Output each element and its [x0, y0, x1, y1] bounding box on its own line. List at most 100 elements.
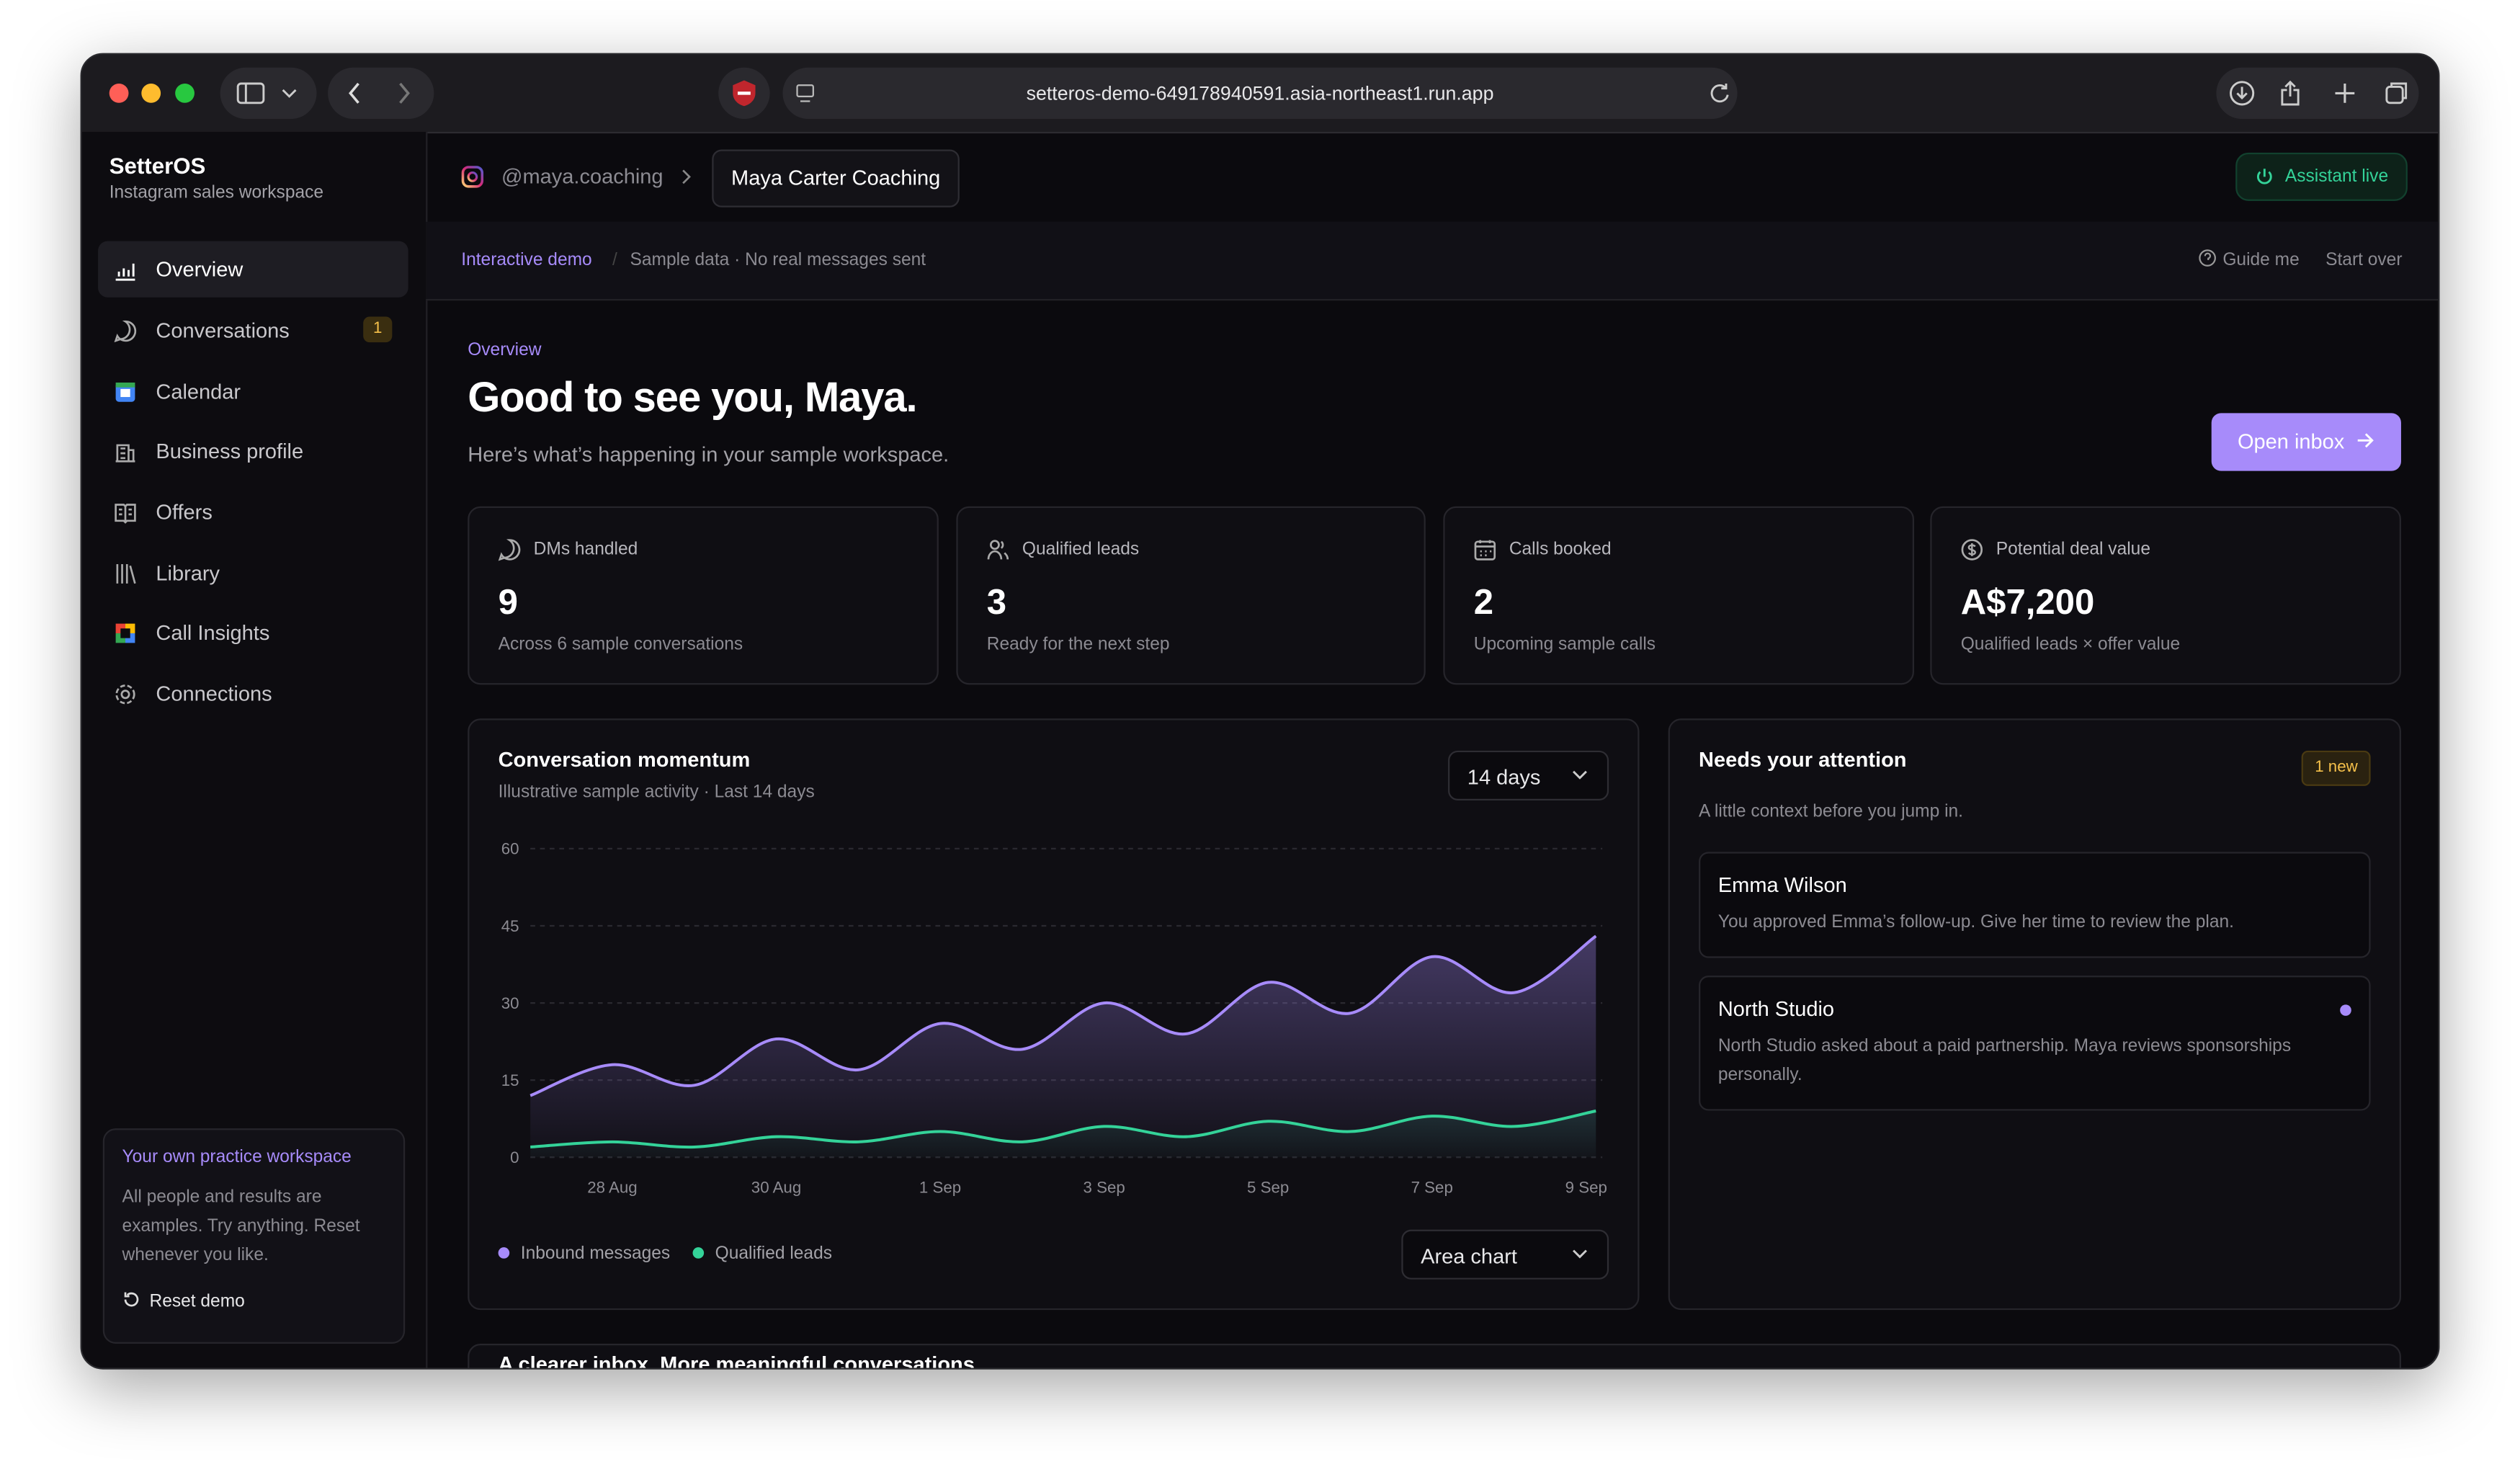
stat-note: Qualified leads × offer value	[1960, 635, 2181, 654]
nav-buttons[interactable]	[328, 67, 434, 120]
assistant-status[interactable]: Assistant live	[2235, 152, 2408, 201]
nav-item[interactable]: Connections	[98, 666, 408, 722]
legend: Inbound messages Qualified leads	[498, 1244, 855, 1263]
account-handle[interactable]: @maya.coaching	[501, 164, 663, 189]
browser-actions[interactable]	[2216, 67, 2419, 120]
nav-label: Connections	[156, 681, 272, 706]
item-name: North Studio	[1717, 996, 1835, 1021]
nav-icon	[115, 504, 136, 524]
legend-item: Qualified leads	[692, 1244, 832, 1263]
promo-text: All people and results are examples. Try…	[122, 1187, 360, 1265]
legend-swatch	[498, 1247, 510, 1259]
zoom-button[interactable]	[175, 84, 195, 103]
unread-dot	[2340, 1004, 2351, 1016]
attention-subtitle: A little context before you jump in.	[1699, 802, 1964, 821]
nav-label: Business profile	[156, 439, 304, 463]
chevron	[1573, 1249, 1587, 1259]
stat-icon	[498, 539, 521, 561]
promo-card: Your own practice workspace All people a…	[102, 1128, 406, 1344]
attention-list: Emma Wilson You approved Emma’s follow-up…	[1699, 852, 2371, 1128]
separator: /	[612, 251, 617, 270]
view-select[interactable]: Area chart	[1401, 1229, 1609, 1280]
nav-item[interactable]: Conversations 1	[98, 302, 408, 358]
stat-icon	[1474, 540, 1496, 561]
teaser-card: A clearer inbox. More meaningful convers…	[468, 1344, 2401, 1370]
nav-item[interactable]: Business profile	[98, 423, 408, 479]
x-tick-label: 30 Aug	[751, 1178, 801, 1196]
nav-icon	[116, 564, 136, 584]
x-tick-label: 5 Sep	[1247, 1178, 1289, 1196]
brand: SetterOS	[109, 152, 206, 179]
url: setteros-demo-649178940591.asia-northeas…	[1026, 81, 1494, 105]
demo-tag: Interactive demo	[461, 251, 592, 270]
start-over-button[interactable]: Start over	[2325, 251, 2403, 270]
brand-subtitle: Instagram sales workspace	[109, 183, 324, 203]
range-label: 14 days	[1467, 764, 1541, 790]
attention-item[interactable]: Emma Wilson You approved Emma’s follow-up…	[1699, 852, 2371, 958]
view-label: Area chart	[1421, 1244, 1517, 1269]
reload-icon	[1710, 84, 1729, 103]
chart: 0 15 30 45 60 28 Aug 30 Aug 1 Sep 3 Sep 5 Sep 7 Se…	[501, 840, 1607, 1197]
y-tick-label: 15	[501, 1071, 519, 1089]
close-button[interactable]	[109, 84, 129, 103]
stat-value: A$7,200	[1960, 581, 2095, 623]
x-tick-label: 1 Sep	[919, 1178, 961, 1196]
nav-item[interactable]: Library	[98, 545, 408, 601]
breadcrumb-chevron	[682, 169, 691, 184]
y-tick-label: 60	[501, 840, 519, 858]
demo-bar: Interactive demo / Sample data · No real…	[426, 221, 2439, 301]
reset-demo-button[interactable]: Reset demo	[122, 1290, 245, 1311]
stat-icon	[1961, 539, 1983, 561]
top-bar: @maya.coaching Maya Carter Coaching Assi…	[426, 132, 2439, 224]
address-bar[interactable]: setteros-demo-649178940591.asia-northeas…	[782, 67, 1738, 120]
nav-item[interactable]: Overview	[98, 241, 408, 298]
demo-note: Sample data · No real messages sent	[630, 251, 926, 270]
stat-value: 9	[498, 581, 518, 623]
x-tick-label: 3 Sep	[1083, 1178, 1125, 1196]
sidebar-toggle[interactable]	[220, 67, 317, 120]
page-icon	[796, 84, 814, 102]
stat-note: Across 6 sample conversations	[498, 635, 743, 654]
nav-icon	[115, 444, 135, 463]
guide-button[interactable]: Guide me	[2199, 222, 2300, 299]
stat-label: Calls booked	[1509, 540, 1612, 560]
stat-note: Upcoming sample calls	[1473, 635, 1656, 654]
nav-label: Overview	[156, 256, 243, 282]
stat-note: Ready for the next step	[986, 635, 1170, 654]
chart-title: Conversation momentum	[498, 747, 751, 772]
nav-item[interactable]: Calendar	[98, 363, 408, 419]
open-inbox-button[interactable]: Open inbox	[2211, 413, 2401, 471]
legend-item: Inbound messages	[498, 1244, 671, 1263]
nav-arrows	[349, 82, 410, 104]
minimize-button[interactable]	[141, 84, 161, 103]
x-tick-label: 9 Sep	[1565, 1178, 1607, 1196]
stat-label: Potential deal value	[1996, 540, 2150, 560]
x-tick-label: 7 Sep	[1411, 1178, 1453, 1196]
range-select[interactable]: 14 days	[1448, 750, 1609, 800]
item-text: You approved Emma’s follow-up. Give her …	[1717, 913, 2234, 932]
nav-item[interactable]: Call Insights	[98, 604, 408, 661]
workspace-switcher[interactable]: Maya Carter Coaching	[712, 149, 960, 208]
instagram-icon	[461, 166, 484, 188]
chart-subtitle: Illustrative sample activity · Last 14 d…	[498, 782, 815, 803]
stat-value: 3	[986, 581, 1007, 623]
teaser-title: A clearer inbox. More meaningful convers…	[498, 1352, 980, 1370]
nav-icon	[115, 382, 135, 402]
area	[530, 936, 1596, 1158]
line	[530, 1110, 1596, 1149]
stat-card: Potential deal value A$7,200 Qualified lea…	[1930, 506, 2401, 685]
stat-icon	[987, 540, 1009, 560]
chart-card: Conversation momentum Illustrative sampl…	[468, 718, 1640, 1311]
attention-item[interactable]: North Studio North Studio asked about a p…	[1699, 976, 2371, 1111]
nav-label: Call Insights	[156, 620, 270, 645]
arrow-icon	[2357, 433, 2374, 448]
nav-item[interactable]: Offers	[98, 484, 408, 540]
browser-toolbar: setteros-demo-649178940591.asia-northeas…	[81, 54, 2439, 134]
shield-button[interactable]	[718, 67, 770, 120]
nav-icon	[115, 263, 135, 281]
nav-icon	[114, 320, 137, 343]
nav-label: Offers	[156, 499, 213, 525]
x-tick-label: 28 Aug	[587, 1178, 637, 1196]
